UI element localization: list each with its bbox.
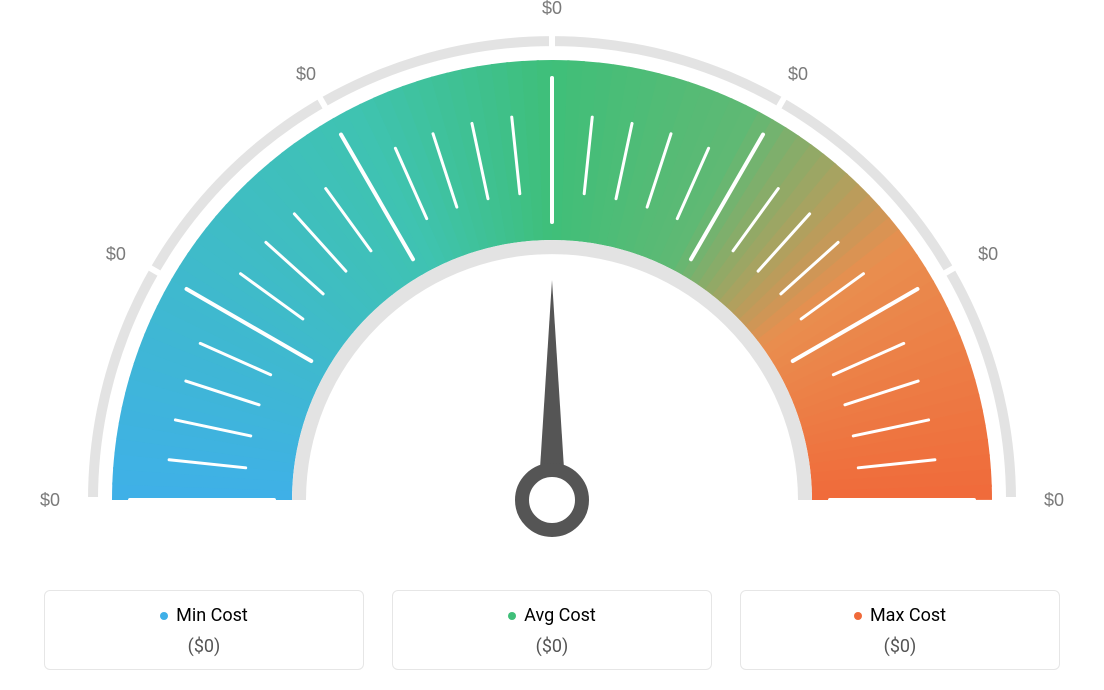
legend-dot-min <box>160 612 168 620</box>
legend-title-avg: Avg Cost <box>508 605 596 626</box>
svg-text:$0: $0 <box>40 490 60 510</box>
legend-value-avg: ($0) <box>409 636 695 657</box>
legend-card-max: Max Cost ($0) <box>740 590 1060 671</box>
gauge-svg: $0 $0 $0 $0 $0 $0 $0 <box>0 0 1104 560</box>
svg-text:$0: $0 <box>1044 490 1064 510</box>
legend-row: Min Cost ($0) Avg Cost ($0) Max Cost ($0… <box>0 590 1104 671</box>
legend-value-min: ($0) <box>61 636 347 657</box>
legend-dot-avg <box>508 612 516 620</box>
legend-label-max: Max Cost <box>870 605 946 626</box>
legend-value-max: ($0) <box>757 636 1043 657</box>
legend-card-min: Min Cost ($0) <box>44 590 364 671</box>
svg-text:$0: $0 <box>296 64 316 84</box>
svg-text:$0: $0 <box>542 0 562 18</box>
svg-text:$0: $0 <box>788 64 808 84</box>
gauge-chart: $0 $0 $0 $0 $0 $0 $0 <box>0 0 1104 560</box>
legend-card-avg: Avg Cost ($0) <box>392 590 712 671</box>
legend-label-avg: Avg Cost <box>524 605 596 626</box>
legend-label-min: Min Cost <box>176 605 248 626</box>
legend-title-min: Min Cost <box>160 605 248 626</box>
chart-container: $0 $0 $0 $0 $0 $0 $0 Min Cost ($0) Avg Cost ($… <box>0 0 1104 690</box>
legend-title-max: Max Cost <box>854 605 946 626</box>
svg-text:$0: $0 <box>106 244 126 264</box>
svg-text:$0: $0 <box>978 244 998 264</box>
legend-dot-max <box>854 612 862 620</box>
